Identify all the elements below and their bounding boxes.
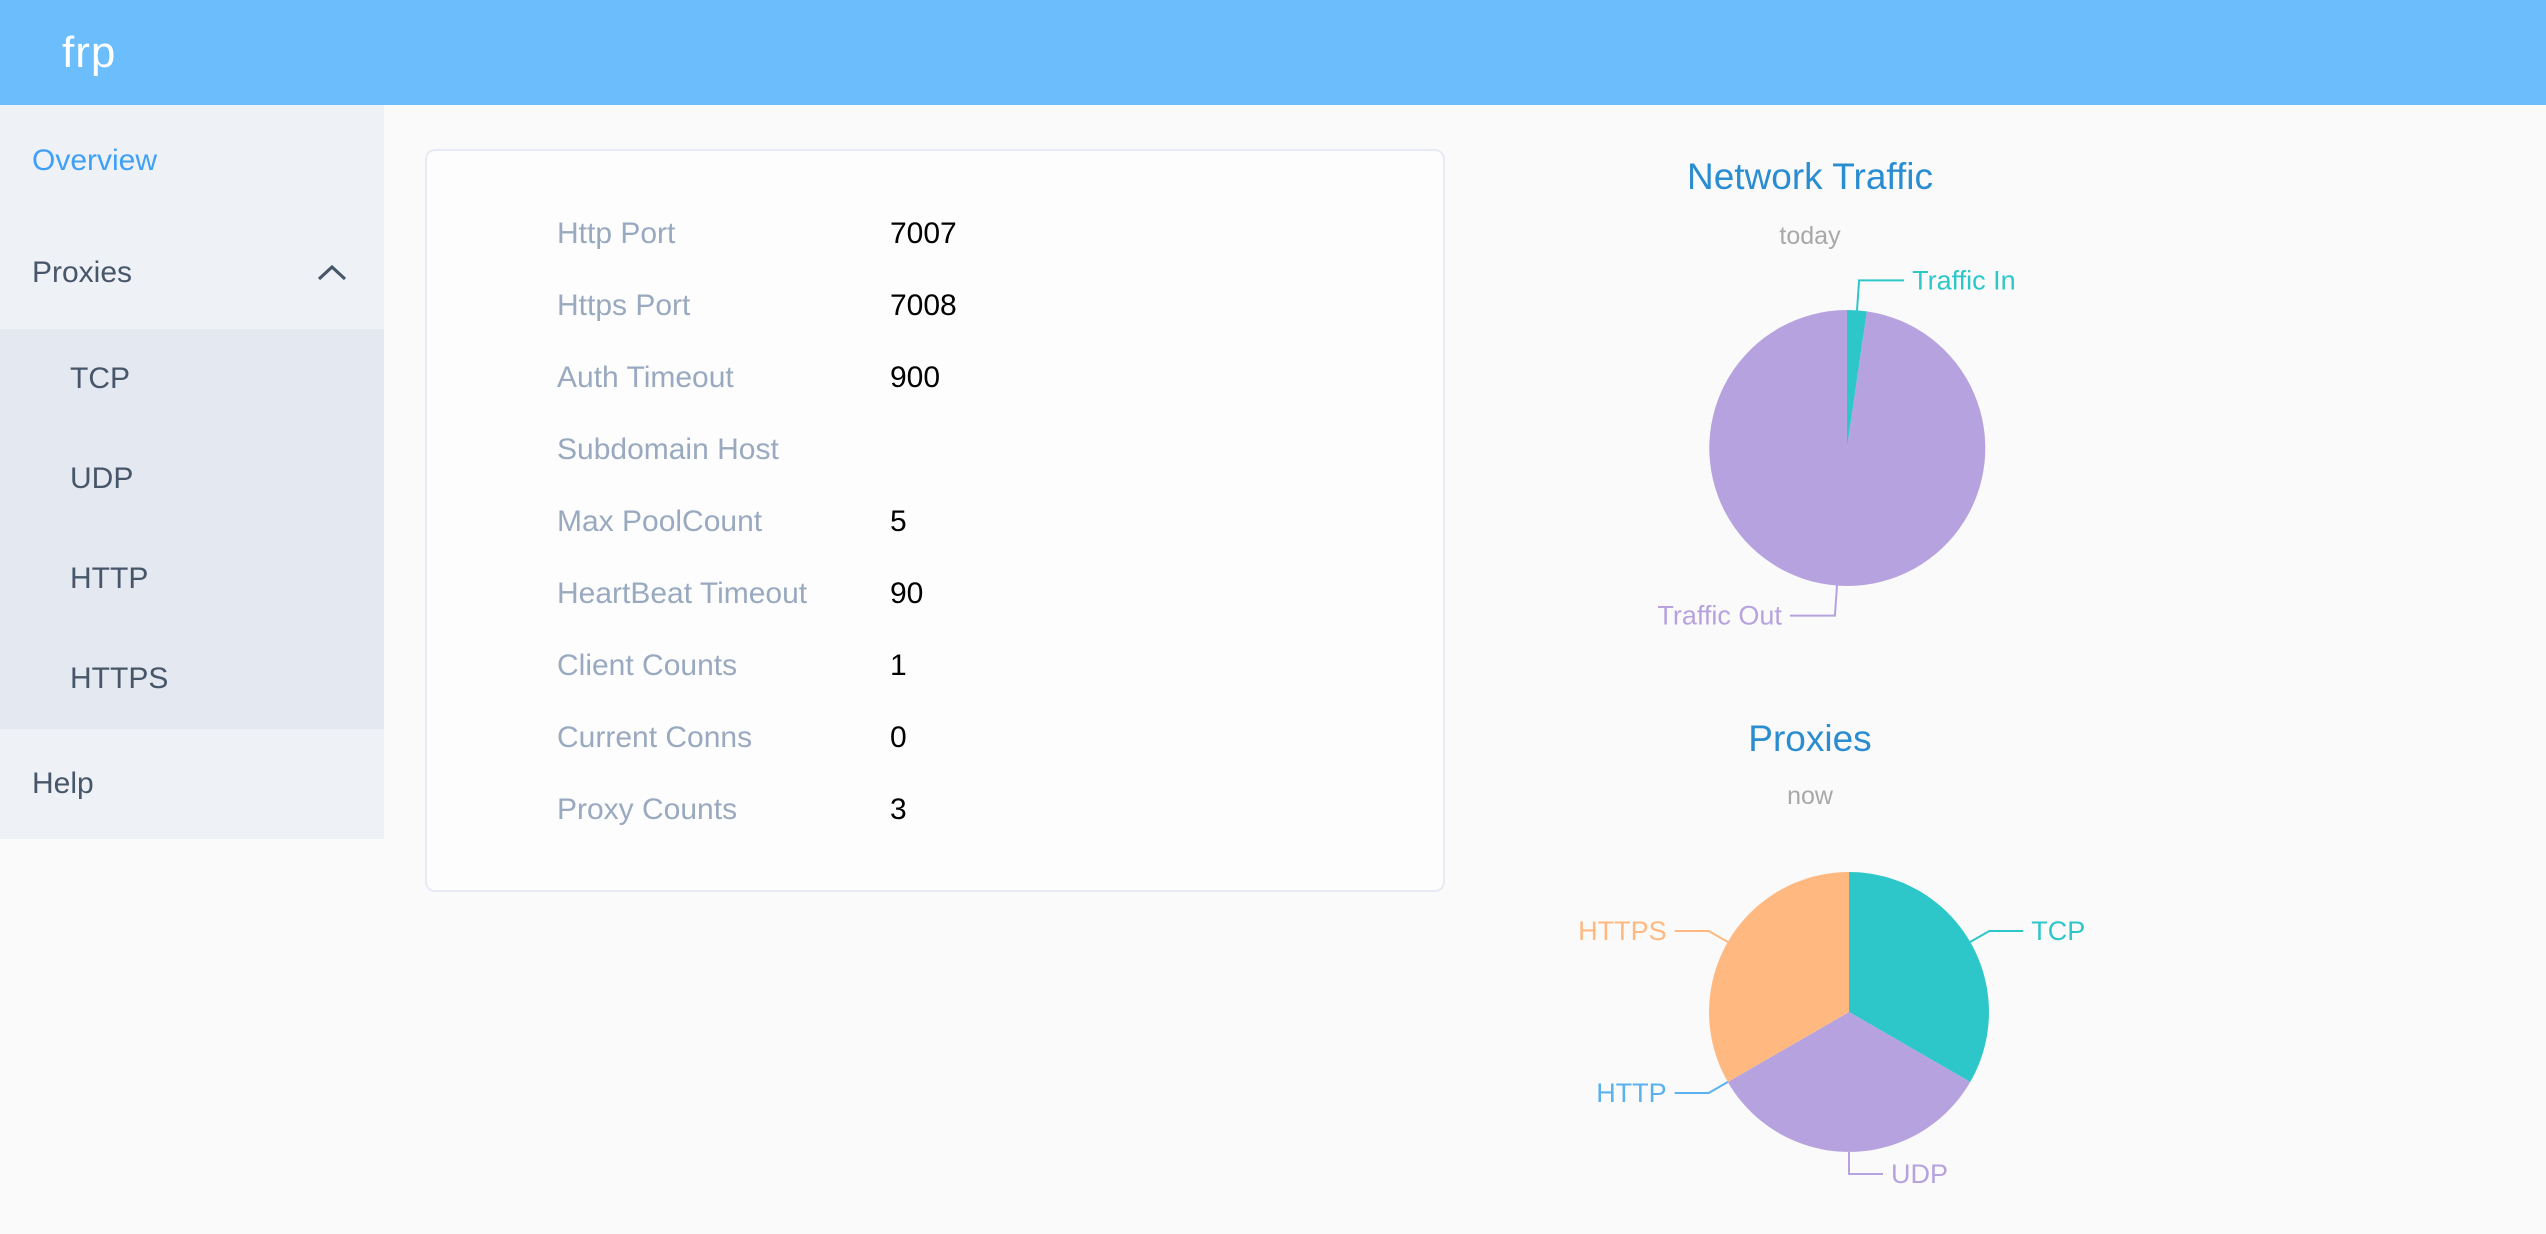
pie-label-line-http xyxy=(1674,1081,1729,1094)
pie-label-traffic-in: Traffic In xyxy=(1912,265,2016,295)
config-row-proxy-counts: Proxy Counts 3 xyxy=(427,774,1443,846)
pie-label-line-https xyxy=(1674,930,1729,943)
config-label: Current Conns xyxy=(557,721,753,754)
pie-slice-tcp[interactable] xyxy=(1849,872,1989,1082)
config-row-client-counts: Client Counts 1 xyxy=(427,630,1443,702)
app-header: frp xyxy=(0,0,2546,105)
pie-label-http: HTTP xyxy=(1596,1078,1667,1108)
config-value: 90 xyxy=(890,577,924,610)
pie-label-line-tcp xyxy=(1969,930,2024,943)
pie-label-traffic-out: Traffic Out xyxy=(1657,601,1782,631)
config-row-heartbeat-timeout: HeartBeat Timeout 90 xyxy=(427,558,1443,630)
config-value: 1 xyxy=(890,649,907,682)
sidebar-item-http-label: HTTP xyxy=(70,562,149,595)
sidebar-item-tcp[interactable]: TCP xyxy=(0,329,384,429)
sidebar-item-udp-label: UDP xyxy=(70,462,134,495)
pie-slice-https[interactable] xyxy=(1709,872,1849,1082)
network-traffic-chart-title: Network Traffic xyxy=(1686,156,1934,197)
chevron-up-icon xyxy=(316,263,348,283)
sidebar-item-help-label: Help xyxy=(32,767,94,800)
pie-label-https: HTTPS xyxy=(1578,916,1667,946)
config-label: Https Port xyxy=(557,289,691,322)
config-label: Http Port xyxy=(557,217,676,250)
config-value: 3 xyxy=(890,793,907,826)
config-label: Proxy Counts xyxy=(557,793,738,826)
pie-slice-traffic-in[interactable] xyxy=(1847,309,1867,448)
pie-label-line-traffic-out xyxy=(1789,585,1838,617)
config-value: 900 xyxy=(890,361,941,394)
sidebar-submenu-proxies: TCP UDP HTTP HTTPS xyxy=(0,329,384,729)
config-label: Max PoolCount xyxy=(557,505,763,538)
pie-label-udp: UDP xyxy=(1891,1159,1948,1189)
config-value: 7007 xyxy=(890,217,957,250)
app-logo: frp xyxy=(62,28,117,77)
pie-label-tcp: TCP xyxy=(2031,916,2085,946)
config-value: 5 xyxy=(890,505,907,538)
sidebar-item-proxies-label: Proxies xyxy=(32,256,133,289)
config-row-auth-timeout: Auth Timeout 900 xyxy=(427,342,1443,414)
sidebar-item-proxies[interactable]: Proxies xyxy=(0,217,384,329)
pie-slice-traffic-out[interactable] xyxy=(1709,310,1986,586)
sidebar-item-overview[interactable]: Overview xyxy=(0,105,384,217)
sidebar: Overview Proxies TCP UDP HTTP HTTPS Help xyxy=(0,105,384,839)
config-row-max-poolcount: Max PoolCount 5 xyxy=(427,486,1443,558)
sidebar-item-http[interactable]: HTTP xyxy=(0,529,384,629)
sidebar-item-overview-label: Overview xyxy=(32,144,158,177)
config-row-http-port: Http Port 7007 xyxy=(427,198,1443,270)
proxies-chart-title: Proxies xyxy=(1748,718,1872,759)
pie-label-line-traffic-in xyxy=(1856,279,1905,311)
server-config-rows: Http Port 7007 Https Port 7008 Auth Timeou… xyxy=(427,151,1443,846)
config-row-current-conns: Current Conns 0 xyxy=(427,702,1443,774)
config-value: 0 xyxy=(890,721,907,754)
config-row-subdomain-host: Subdomain Host xyxy=(427,414,1443,486)
network-traffic-chart-subtitle: today xyxy=(1779,222,1841,250)
config-label: HeartBeat Timeout xyxy=(557,577,808,610)
pie-label-line-udp xyxy=(1848,1152,1883,1175)
config-label: Subdomain Host xyxy=(557,433,779,466)
pie-slice-udp[interactable] xyxy=(1727,1012,1971,1152)
config-value: 7008 xyxy=(890,289,957,322)
server-config-panel: Http Port 7007 Https Port 7008 Auth Timeou… xyxy=(425,149,1445,892)
sidebar-item-https-label: HTTPS xyxy=(70,662,169,695)
config-label: Client Counts xyxy=(557,649,738,682)
sidebar-item-tcp-label: TCP xyxy=(70,362,130,395)
sidebar-item-https[interactable]: HTTPS xyxy=(0,629,384,729)
proxies-chart-subtitle: now xyxy=(1787,782,1833,810)
sidebar-item-udp[interactable]: UDP xyxy=(0,429,384,529)
sidebar-item-help[interactable]: Help xyxy=(0,729,384,839)
config-row-https-port: Https Port 7008 xyxy=(427,270,1443,342)
config-label: Auth Timeout xyxy=(557,361,734,394)
